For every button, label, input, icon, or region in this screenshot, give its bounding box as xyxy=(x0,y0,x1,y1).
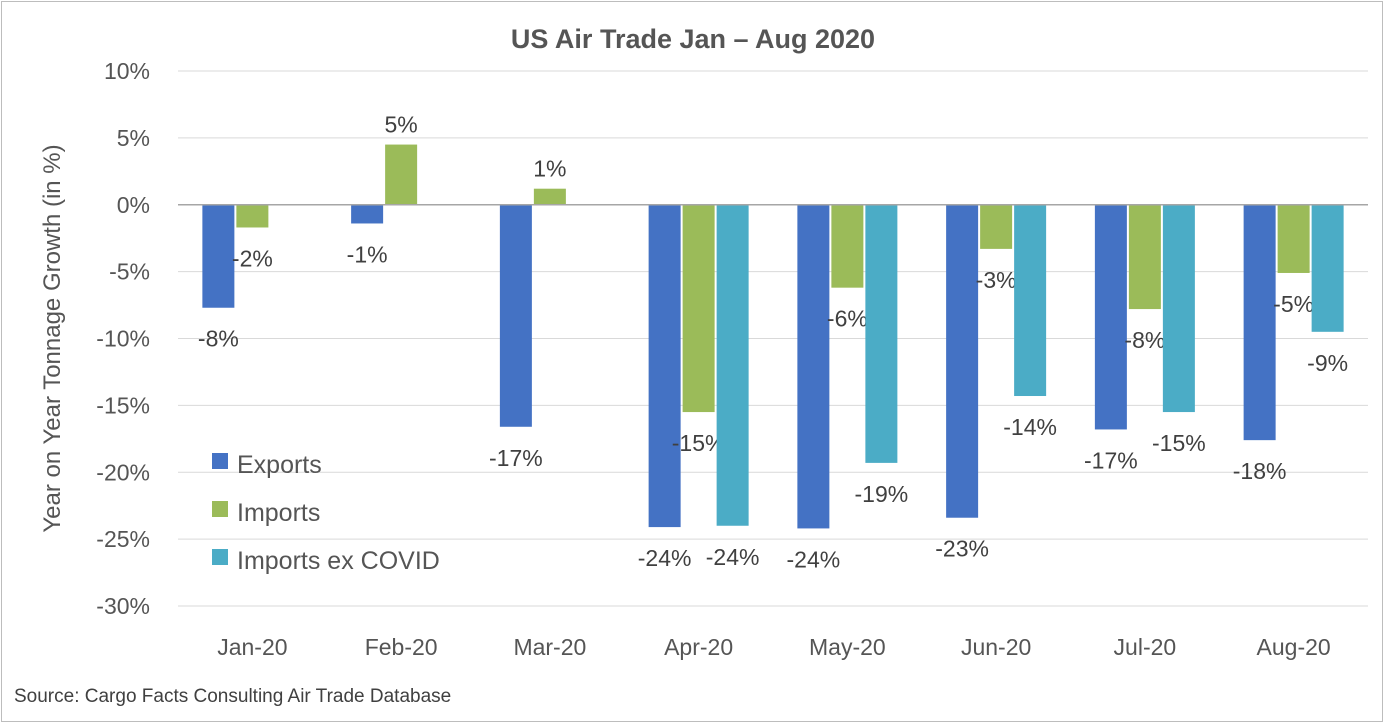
bar-imports-ex-covid xyxy=(716,204,749,526)
x-tick-label: Jun-20 xyxy=(961,634,1031,660)
data-label: -24% xyxy=(706,544,760,570)
data-label: -2% xyxy=(232,245,273,271)
x-tick-label: Apr-20 xyxy=(664,634,733,660)
data-label: -24% xyxy=(638,545,692,571)
data-label: -15% xyxy=(1152,430,1206,456)
x-tick-label: Jul-20 xyxy=(1114,634,1177,660)
y-tick-label: -30% xyxy=(96,593,150,619)
legend-swatch xyxy=(212,501,228,517)
data-label: -18% xyxy=(1233,458,1287,484)
bar-exports xyxy=(351,204,384,224)
y-tick-label: -10% xyxy=(96,326,150,352)
x-tick-label: May-20 xyxy=(809,634,886,660)
data-label: -6% xyxy=(827,306,868,332)
chart-title: US Air Trade Jan – Aug 2020 xyxy=(510,24,876,54)
data-label: -17% xyxy=(489,445,543,471)
data-label: 5% xyxy=(385,112,418,138)
y-tick-label: -5% xyxy=(109,259,150,285)
bar-imports xyxy=(385,144,418,205)
bar-imports-ex-covid xyxy=(1014,204,1047,397)
data-label: -24% xyxy=(787,546,841,572)
bar-exports xyxy=(1243,204,1276,441)
bar-exports xyxy=(499,204,532,427)
y-tick-label: -15% xyxy=(96,392,150,418)
data-label: -14% xyxy=(1003,414,1057,440)
data-label: 1% xyxy=(533,156,566,182)
bar-imports-ex-covid xyxy=(1311,204,1344,332)
bar-imports xyxy=(1277,204,1310,273)
y-axis-label: Year on Year Tonnage Growth (in %) xyxy=(39,144,66,532)
data-label: -23% xyxy=(935,536,989,562)
y-tick-label: -25% xyxy=(96,526,150,552)
data-label: -9% xyxy=(1307,350,1348,376)
legend-label: Imports xyxy=(237,499,320,527)
bar-exports xyxy=(797,204,830,529)
data-label: -1% xyxy=(347,241,388,267)
legend-swatch xyxy=(212,549,228,565)
legend-label: Exports xyxy=(237,451,322,479)
source-note: Source: Cargo Facts Consulting Air Trade… xyxy=(14,686,452,707)
data-label: -8% xyxy=(198,326,239,352)
data-label: -8% xyxy=(1124,327,1165,353)
y-tick-label: -20% xyxy=(96,459,150,485)
bar-imports xyxy=(533,188,566,205)
bar-imports xyxy=(1128,204,1161,310)
bar-exports xyxy=(202,204,235,308)
y-tick-label: 10% xyxy=(104,58,150,84)
bar-exports xyxy=(1094,204,1127,430)
legend-label: Imports ex COVID xyxy=(237,547,440,575)
bar-imports xyxy=(831,204,864,288)
data-label: -5% xyxy=(1273,291,1314,317)
bar-exports xyxy=(946,204,979,518)
bar-imports xyxy=(682,204,715,413)
legend-swatch xyxy=(212,453,228,469)
data-label: -17% xyxy=(1084,447,1138,473)
x-tick-label: Jan-20 xyxy=(217,634,287,660)
data-label: -19% xyxy=(855,481,909,507)
x-tick-label: Aug-20 xyxy=(1257,634,1331,660)
data-label: -15% xyxy=(672,430,726,456)
x-tick-label: Feb-20 xyxy=(365,634,438,660)
bar-imports-ex-covid xyxy=(865,204,898,463)
bar-exports xyxy=(648,204,681,528)
data-label: -3% xyxy=(976,267,1017,293)
bar-imports xyxy=(236,204,269,228)
x-tick-label: Mar-20 xyxy=(513,634,586,660)
y-tick-label: 0% xyxy=(117,192,150,218)
y-tick-label: 5% xyxy=(117,125,150,151)
bar-imports xyxy=(980,204,1013,249)
bar-imports-ex-covid xyxy=(1162,204,1195,413)
